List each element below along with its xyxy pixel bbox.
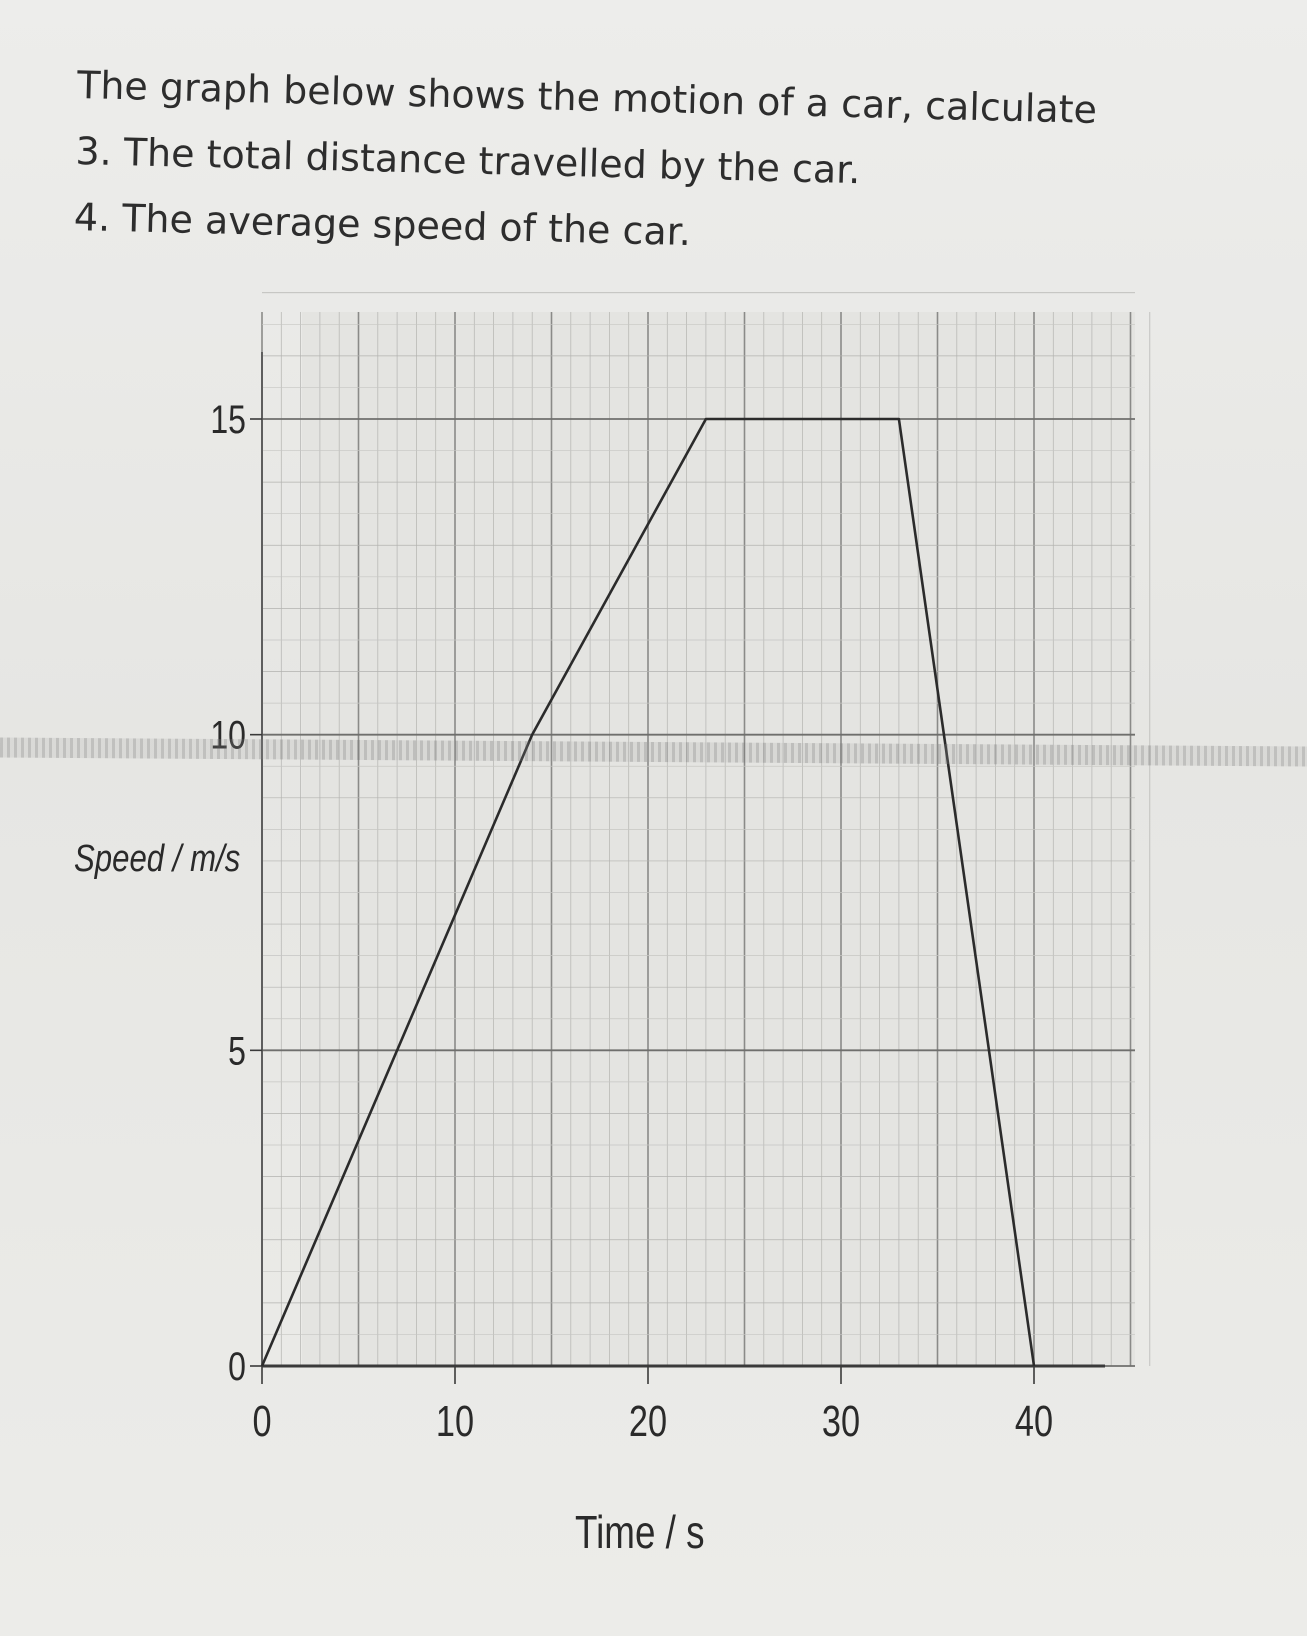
y-tick-label: 15 <box>210 397 246 442</box>
axes <box>250 352 1105 1384</box>
series <box>260 417 1036 1367</box>
y-tick-label: 10 <box>210 712 246 757</box>
y-tick-label: 0 <box>228 1344 246 1389</box>
y-axis-label: Speed / m/s <box>74 838 241 880</box>
grid <box>261 292 1151 1367</box>
grid-background <box>302 312 1135 1366</box>
x-axis-label: Time / s <box>575 1506 705 1558</box>
x-tick-label: 0 <box>252 1397 271 1446</box>
x-tick-label: 10 <box>436 1397 474 1446</box>
y-tick-label: 5 <box>228 1028 246 1073</box>
x-tick-label: 30 <box>822 1397 860 1446</box>
tick-labels: 0 10 20 30 40 0 5 10 15 <box>210 397 1053 1446</box>
x-tick-label: 20 <box>629 1397 667 1446</box>
x-tick-label: 40 <box>1015 1397 1053 1446</box>
